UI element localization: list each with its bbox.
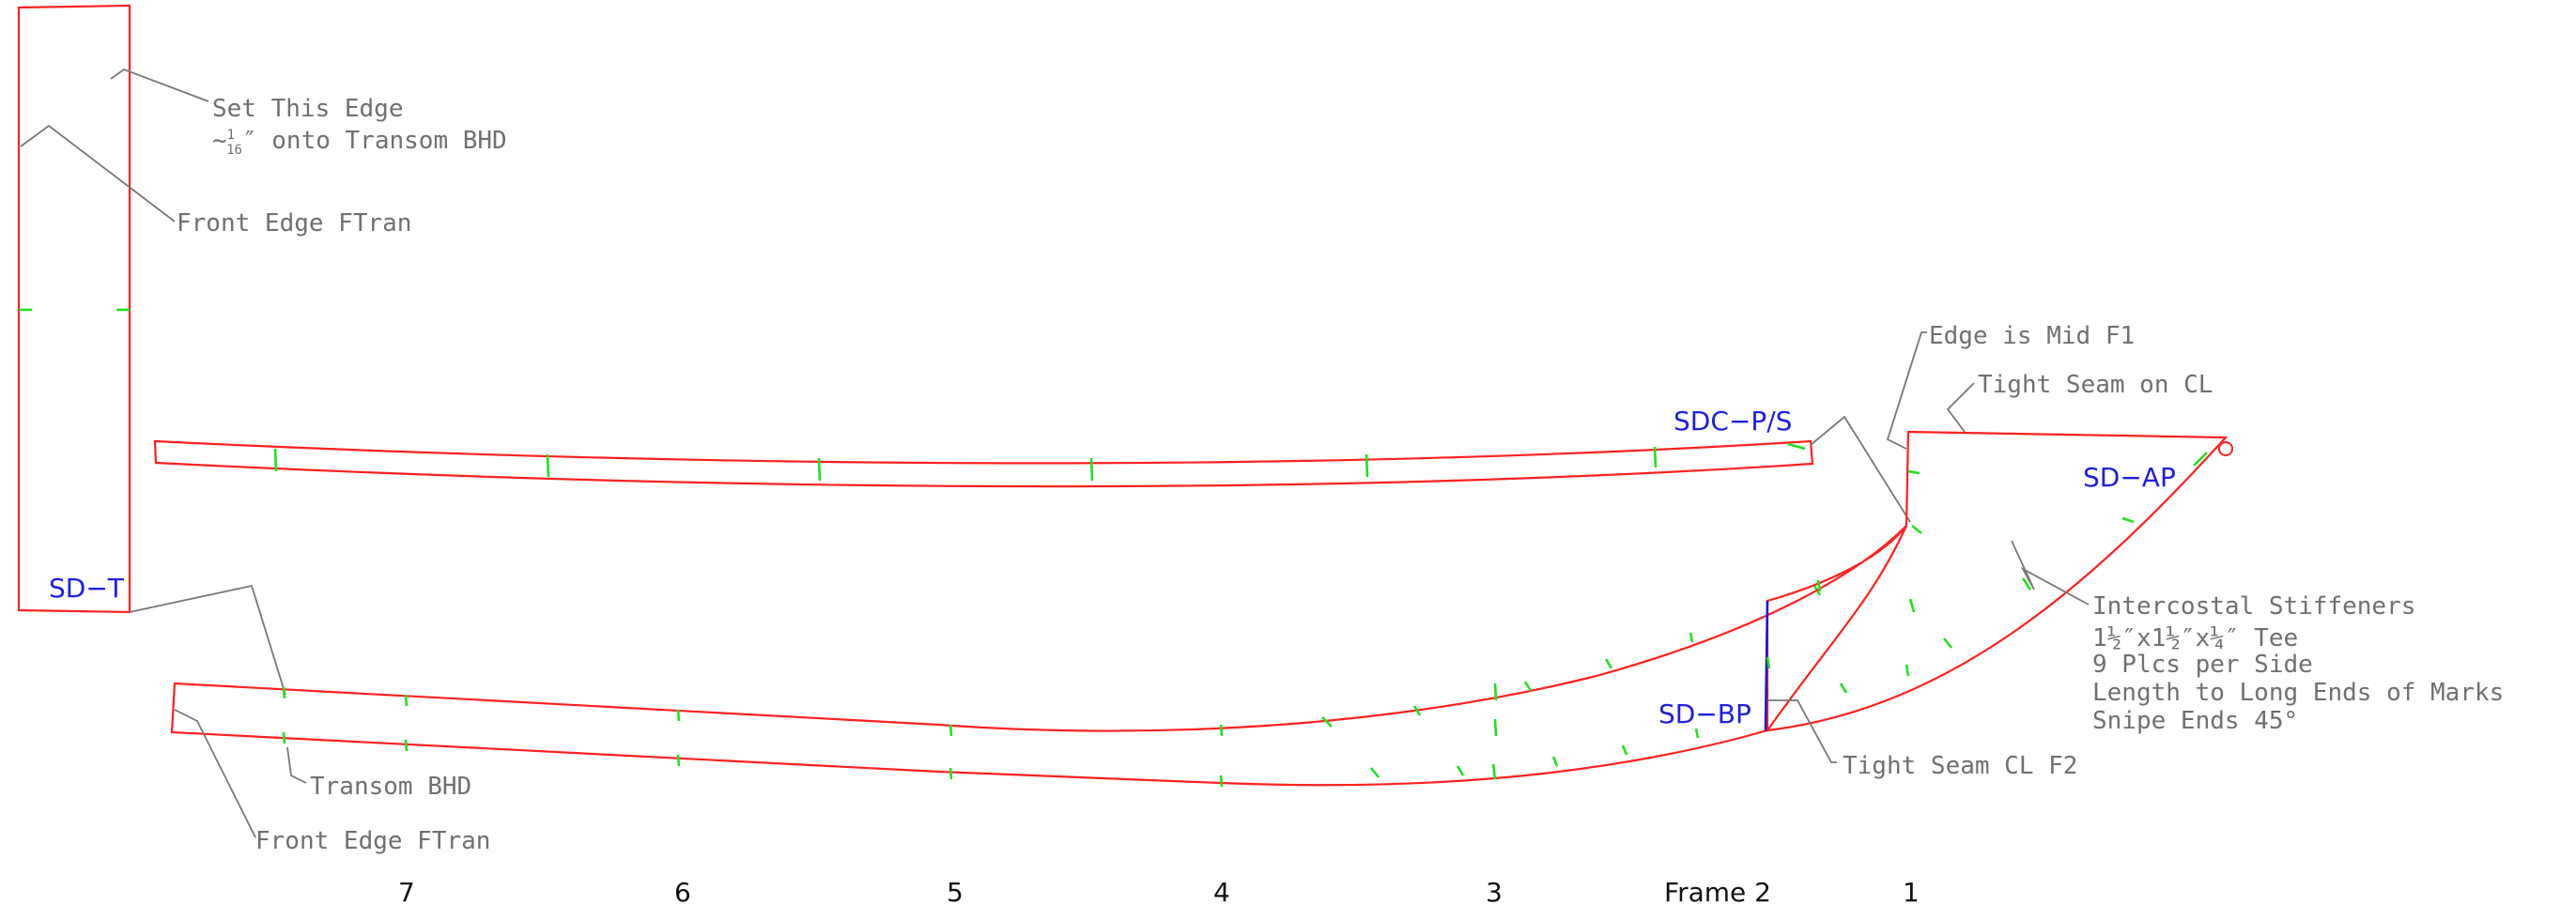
note-transom-bhd: Transom BHD bbox=[286, 746, 471, 801]
sd-bp-label: SD−BP bbox=[1658, 698, 1751, 729]
transom-bhd-text: Transom BHD bbox=[310, 773, 471, 801]
sd-ap-mark-d bbox=[1942, 637, 1953, 649]
transom-bhd-leader bbox=[286, 746, 307, 784]
sd-bp-mark-5b bbox=[676, 754, 681, 767]
sd-bp-stiff-3b bbox=[1551, 756, 1559, 767]
sd-ap-ref-circle bbox=[2218, 441, 2233, 456]
sd-bp-mark-5a bbox=[676, 709, 681, 722]
edge-mid-f1-text: Edge is Mid F1 bbox=[1929, 322, 2135, 350]
sd-bp-mark-2c bbox=[1491, 763, 1497, 780]
sdc-ps-end-mark bbox=[1787, 442, 1806, 451]
sd-bp-stiff-5b bbox=[1694, 728, 1700, 739]
frame-2-label: Frame 2 bbox=[1664, 877, 1771, 905]
note-front-edge-upper: Front Edge FTran bbox=[20, 124, 411, 238]
note-stiffeners: Intercostal Stiffeners 1½″x1½″x¼″ Tee 9 … bbox=[2011, 540, 2504, 735]
part-sd-bp: SD−BP bbox=[170, 525, 1908, 788]
note-set-edge: Set This Edge ~1 16″ onto Transom BHD bbox=[110, 68, 507, 158]
sd-bp-mark-3b bbox=[1219, 775, 1224, 788]
stiffeners-leader bbox=[2011, 540, 2090, 606]
sd-ap-mark-i bbox=[2121, 516, 2135, 524]
sd-ap-mark-a bbox=[1907, 469, 1920, 475]
frame-stations: 7 6 5 4 3 Frame 2 1 bbox=[398, 877, 1920, 905]
set-edge-line-1: Set This Edge bbox=[212, 95, 404, 123]
frame-1-label: 1 bbox=[1903, 877, 1920, 905]
sd-bp-mark-2a bbox=[1493, 683, 1498, 701]
set-edge-suffix: ″ onto Transom BHD bbox=[242, 127, 507, 155]
sd-t-to-bottom-leader bbox=[129, 584, 286, 696]
sd-bp-mark-3a bbox=[1219, 724, 1224, 737]
sd-bp-stiff-4b bbox=[1621, 744, 1628, 756]
sd-bp-stiff-1a bbox=[1321, 716, 1333, 728]
sd-ap-end-mark bbox=[2193, 452, 2208, 467]
sdc-ps-mark-2 bbox=[1653, 446, 1658, 468]
sd-bp-outline bbox=[170, 525, 1908, 787]
sd-bp-mark-6b bbox=[404, 739, 409, 752]
sd-bp-mark-4b bbox=[949, 767, 953, 780]
sd-bp-mark-2b bbox=[1493, 718, 1498, 737]
sd-t-label: SD−T bbox=[49, 573, 125, 604]
sd-bp-stiff-2b bbox=[1456, 765, 1465, 776]
sd-ap-mark-h bbox=[2021, 577, 2032, 591]
set-edge-leader bbox=[110, 68, 209, 102]
frame-7-label: 7 bbox=[398, 877, 415, 905]
tight-seam-cl-f2-text: Tight Seam CL F2 bbox=[1843, 752, 2077, 780]
sd-bp-stiff-4a bbox=[1604, 658, 1613, 669]
front-edge-upper-leader bbox=[20, 124, 176, 222]
part-sd-ap: SD−AP bbox=[1766, 430, 2233, 732]
stiffeners-line-2: 1½″x1½″x¼″ Tee bbox=[2092, 624, 2298, 652]
set-edge-line-2: ~1 16″ onto Transom BHD bbox=[212, 127, 507, 158]
sd-bp-mark-6a bbox=[404, 694, 409, 707]
sd-ap-mark-f bbox=[1839, 683, 1848, 694]
tight-seam-cl-leader bbox=[1946, 382, 1975, 433]
sd-ap-mark-e bbox=[1905, 664, 1910, 677]
sd-bp-mark-4a bbox=[949, 724, 953, 737]
note-tight-seam-cl: Tight Seam on CL bbox=[1946, 371, 2213, 433]
front-edge-lower-text: Front Edge FTran bbox=[255, 827, 490, 855]
sdc-ps-mark-4 bbox=[1089, 457, 1094, 482]
set-edge-frac-den: 16 bbox=[226, 143, 242, 158]
front-edge-upper-text: Front Edge FTran bbox=[177, 209, 411, 238]
sdc-ps-mark-5 bbox=[817, 457, 822, 482]
sd-bp-stiff-1b bbox=[1369, 767, 1381, 778]
sd-bp-stiff-6a bbox=[1766, 656, 1771, 669]
sdc-ps-outline bbox=[153, 439, 1814, 488]
sdc-ps-mark-3 bbox=[1365, 453, 1369, 478]
sd-t-outline bbox=[17, 4, 131, 614]
sd-bp-stiff-2a bbox=[1412, 705, 1422, 716]
frame-6-label: 6 bbox=[674, 877, 691, 905]
tight-seam-cl-text: Tight Seam on CL bbox=[1978, 371, 2213, 399]
sdc-ps-mark-7 bbox=[273, 448, 278, 472]
sd-bp-mark-7b bbox=[282, 731, 286, 744]
sd-ap-label: SD−AP bbox=[2083, 462, 2176, 493]
sd-ap-mark-c bbox=[1908, 598, 1916, 613]
note-front-edge-lower: Front Edge FTran bbox=[174, 709, 490, 855]
part-sd-t: SD−T bbox=[17, 4, 131, 614]
front-edge-lower-leader bbox=[174, 709, 256, 838]
stiffeners-line-5: Snipe Ends 45° bbox=[2092, 707, 2298, 735]
tight-seam-cl-f2-leader bbox=[1767, 699, 1837, 763]
edge-mid-f1-leader bbox=[1886, 331, 1927, 450]
sd-bp-stiff-7a bbox=[1816, 579, 1822, 592]
sd-bp-tight-seam bbox=[1764, 600, 1769, 731]
frame-4-label: 4 bbox=[1213, 877, 1230, 905]
set-edge-prefix: ~ bbox=[212, 127, 227, 155]
part-sdc-ps: SDC−P/S bbox=[153, 406, 1814, 488]
frame-3-label: 3 bbox=[1486, 877, 1503, 905]
set-edge-frac-num: 1 bbox=[227, 128, 235, 143]
sd-bp-stiff-3a bbox=[1523, 681, 1533, 692]
stiffeners-line-3: 9 Plcs per Side bbox=[2092, 651, 2313, 679]
note-edge-mid-f1: Edge is Mid F1 bbox=[1886, 322, 2135, 450]
frame-5-label: 5 bbox=[947, 877, 964, 905]
sd-ap-mark-b bbox=[1911, 524, 1922, 535]
sd-bp-stiff-5a bbox=[1689, 632, 1694, 643]
sdc-ps-label: SDC−P/S bbox=[1674, 406, 1792, 437]
stiffeners-line-1: Intercostal Stiffeners bbox=[2092, 592, 2415, 621]
stiffeners-line-4: Length to Long Ends of Marks bbox=[2092, 679, 2504, 707]
note-tight-seam-cl-f2: Tight Seam CL F2 bbox=[1767, 699, 2077, 780]
sd-bp-mark-7a bbox=[282, 686, 286, 699]
sdc-ps-leader bbox=[1810, 415, 1911, 523]
